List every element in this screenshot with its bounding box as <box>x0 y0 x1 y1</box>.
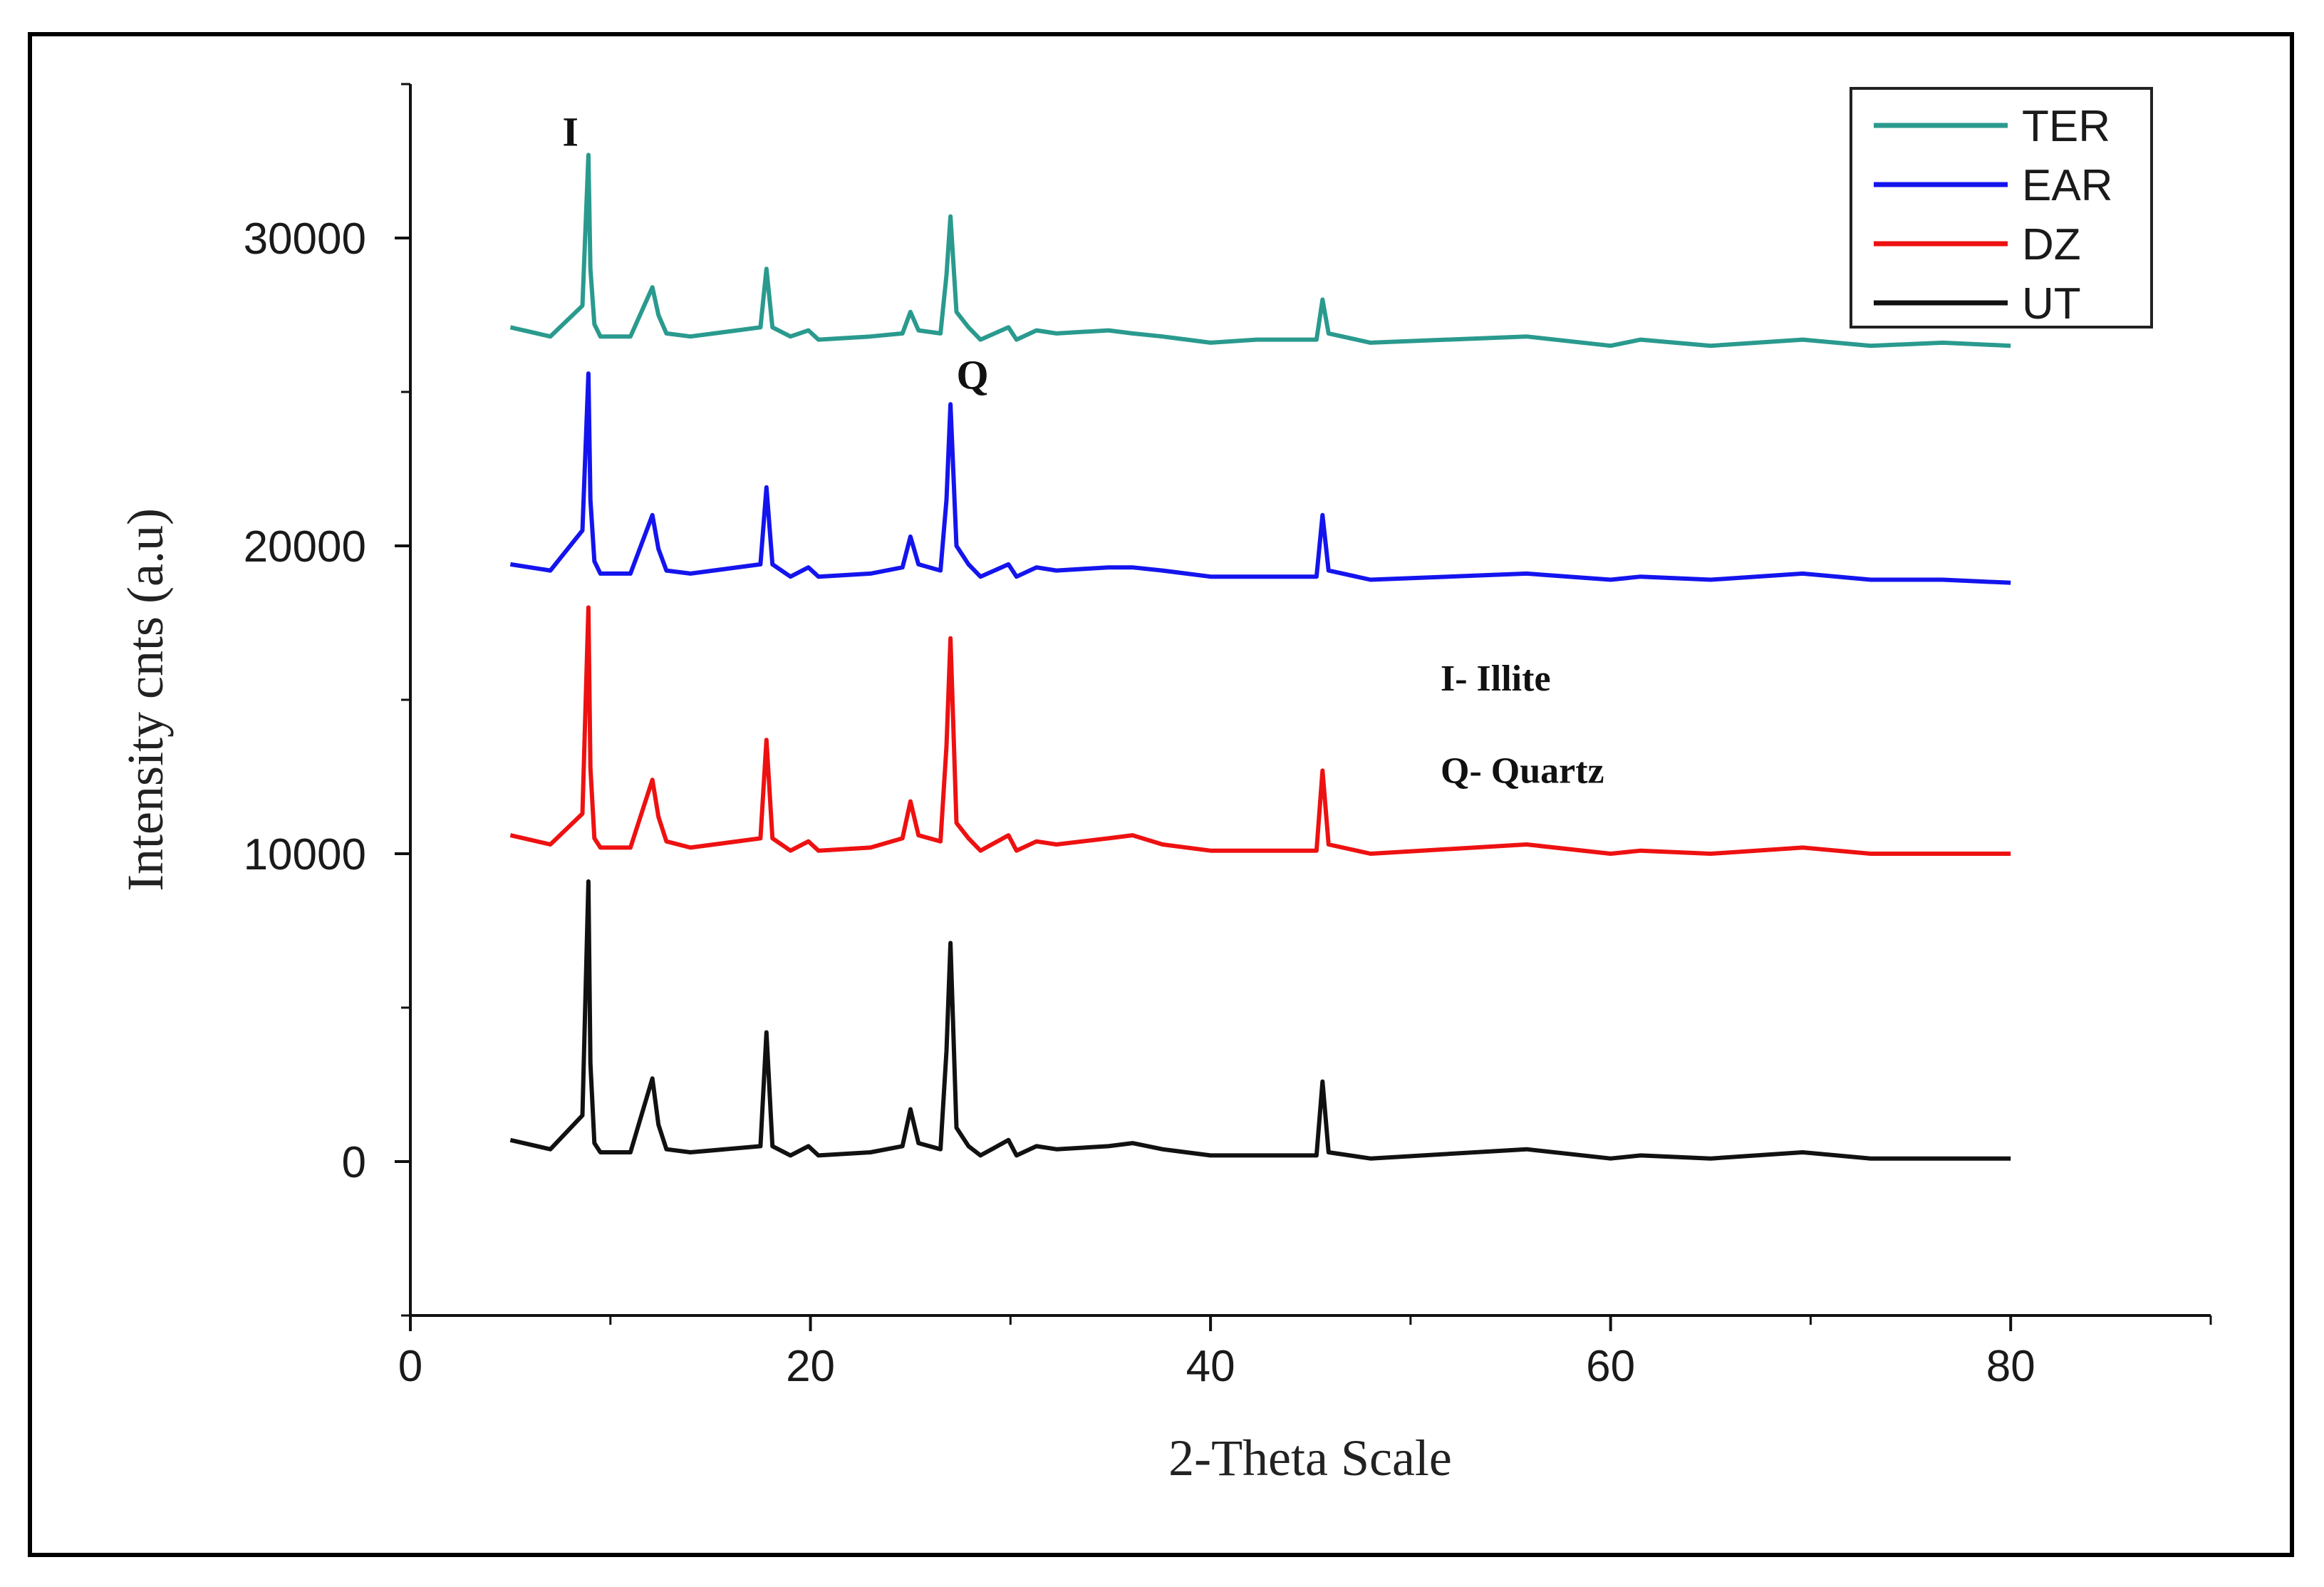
series-layer <box>509 153 2011 1161</box>
y-tick-label: 20000 <box>244 522 366 572</box>
y-tick-label: 30000 <box>244 214 366 264</box>
annotation-layer: I Q I- Illite Q- Quartz <box>562 108 1604 791</box>
x-tick-label: 40 <box>1186 1342 1235 1391</box>
y-ticks: 0 10000 20000 30000 <box>244 83 410 1317</box>
x-tick-label: 0 <box>398 1342 422 1391</box>
x-tick-label: 60 <box>1586 1342 1635 1391</box>
plot-area: 0 10000 20000 30000 0 20 40 60 80 I Q I- Illite Q-… <box>244 83 2212 1391</box>
series-line-dz <box>509 605 2011 856</box>
annotation-label: Q- Quartz <box>1441 751 1604 792</box>
series-line-ut <box>509 879 2011 1161</box>
x-axis-title: 2-Theta Scale <box>1168 1430 1452 1487</box>
x-tick-label: 20 <box>786 1342 835 1391</box>
legend-label-dz: DZ <box>2022 220 2081 269</box>
annotation-label: Q <box>957 352 989 398</box>
series-line-ter <box>509 153 2011 348</box>
x-ticks: 0 20 40 60 80 <box>398 1315 2212 1391</box>
x-tick-label: 80 <box>1986 1342 2035 1391</box>
annotation-label: I- Illite <box>1441 658 1551 699</box>
outer-frame <box>28 32 2294 1557</box>
legend-label-ear: EAR <box>2022 161 2112 210</box>
y-tick-label: 10000 <box>244 830 366 879</box>
legend-box <box>1850 87 2153 329</box>
annotation-label: I <box>562 108 579 155</box>
series-line-ear <box>509 371 2011 585</box>
legend-label-ter: TER <box>2022 102 2110 151</box>
legend: TER EAR DZ UT <box>1850 87 2153 329</box>
y-tick-label: 0 <box>342 1138 366 1187</box>
legend-label-ut: UT <box>2022 279 2081 329</box>
y-axis-title: Intensity cnts (a.u) <box>117 508 174 891</box>
